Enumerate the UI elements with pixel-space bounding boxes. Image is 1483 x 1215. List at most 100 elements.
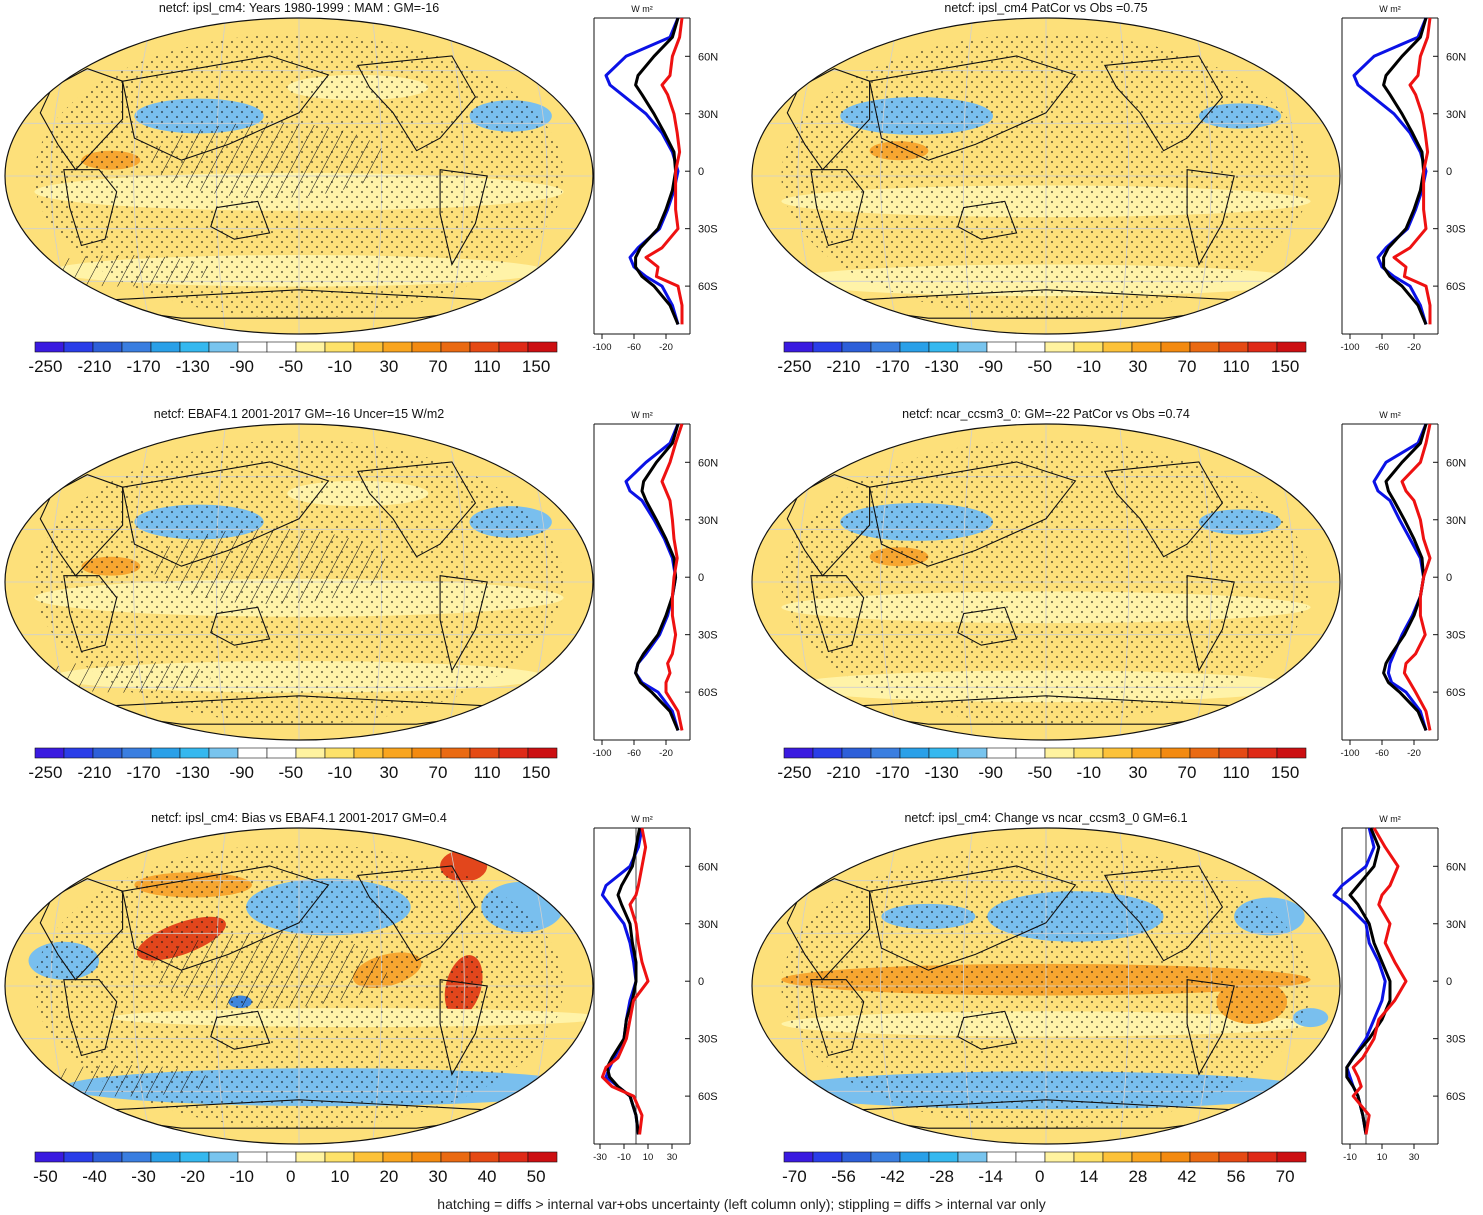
colorbar-swatch	[498, 341, 529, 353]
colorbar-swatch	[841, 747, 872, 759]
colorbar-label: -250	[777, 763, 811, 782]
colorbar-label: 70	[429, 763, 448, 782]
colorbar-swatch	[527, 747, 558, 759]
coastline	[1186, 979, 1235, 1076]
colorbar-label: 110	[1222, 357, 1249, 376]
colorbar-label: -250	[28, 357, 62, 376]
colorbar-label: -10	[328, 763, 353, 782]
map-border	[4, 423, 594, 741]
coastline	[121, 461, 330, 567]
panel-p4: netcf: ncar_ccsm3_0: GM=-22 PatCor vs Ob…	[751, 407, 1466, 782]
colorbar-swatch	[34, 747, 65, 759]
zonal-lat-label: 60N	[1446, 861, 1466, 873]
zonal-lat-label: 0	[1446, 976, 1452, 988]
colorbar-label: -56	[831, 1167, 856, 1186]
zonal-x-tick-label: 30	[667, 1152, 678, 1163]
zonal-lat-label: 60S	[1446, 687, 1466, 699]
zonal-x-tick-label: -60	[627, 342, 641, 353]
coastline	[210, 200, 271, 240]
colorbar-swatch	[527, 341, 558, 353]
colorbar-swatch	[324, 1151, 355, 1163]
colorbar-label: 110	[473, 763, 500, 782]
map-border	[751, 17, 1341, 335]
colorbar-label: -250	[28, 763, 62, 782]
zonal-lat-label: 60N	[698, 51, 718, 63]
colorbar-label: 110	[1222, 763, 1249, 782]
zonal-mean-plot: W m² -10 10 30 60N 30N 0 30S 60S	[1332, 814, 1466, 1163]
colorbar-swatch	[1189, 747, 1220, 759]
colorbar-label: -90	[229, 763, 254, 782]
colorbar-label: 30	[1128, 357, 1147, 376]
colorbar-label: 14	[1079, 1167, 1098, 1186]
colorbar-swatch	[1218, 747, 1249, 759]
zonal-line-diff	[660, 423, 684, 731]
colorbar-label: -50	[1027, 357, 1052, 376]
zonal-line-model	[1352, 17, 1428, 325]
colorbar-swatch	[1247, 1151, 1278, 1163]
coastline	[356, 55, 477, 152]
colorbar-swatch	[63, 1151, 94, 1163]
coastline	[1103, 461, 1224, 558]
colorbar-swatch	[498, 1151, 529, 1163]
colorbar-swatch	[411, 341, 442, 353]
colorbar-label: -30	[131, 1167, 156, 1186]
map-field	[5, 828, 593, 1144]
colorbar-swatch	[208, 747, 239, 759]
panel-title: netcf: EBAF4.1 2001-2017 GM=-16 Uncer=15…	[154, 407, 444, 421]
colorbar-swatch	[121, 1151, 152, 1163]
zonal-lat-label: 30N	[1446, 109, 1466, 121]
zonal-x-tick-label: -100	[592, 342, 611, 353]
colorbar-swatch	[150, 341, 181, 353]
colorbar-label: 10	[330, 1167, 349, 1186]
colorbar-swatch	[208, 341, 239, 353]
colorbar-label: -50	[278, 357, 303, 376]
coastline	[210, 1010, 271, 1050]
zonal-line-obs	[605, 827, 642, 1135]
map-field	[752, 18, 1340, 334]
hatching-overlay	[34, 254, 211, 287]
zonal-x-tick-label: -10	[617, 1152, 631, 1163]
colorbar-swatch	[382, 1151, 413, 1163]
coastline	[1103, 865, 1224, 962]
colorbar-swatch	[92, 341, 123, 353]
colorbar-swatch	[1218, 1151, 1249, 1163]
colorbar-swatch	[1160, 1151, 1191, 1163]
colorbar-swatch	[469, 1151, 500, 1163]
zonal-line-model	[604, 17, 680, 325]
colorbar-label: -10	[229, 1167, 254, 1186]
colorbar-label: -210	[826, 763, 860, 782]
colorbar-swatch	[295, 1151, 326, 1163]
colorbar-swatch	[899, 341, 930, 353]
colorbar-swatch	[1102, 341, 1133, 353]
coastline	[1186, 169, 1235, 266]
colorbar-swatch	[208, 1151, 239, 1163]
colorbar-swatch	[382, 341, 413, 353]
zonal-line-diff	[1400, 423, 1432, 731]
colorbar-label: -170	[876, 357, 910, 376]
coastline	[810, 979, 865, 1057]
colorbar-label: 56	[1227, 1167, 1246, 1186]
zonal-lat-label: 30S	[1446, 1034, 1466, 1046]
colorbar-swatch	[1131, 1151, 1162, 1163]
colorbar-swatch	[1044, 747, 1075, 759]
zonal-x-tick-label: 10	[643, 1152, 654, 1163]
colorbar-swatch	[1073, 341, 1104, 353]
colorbar-swatch	[928, 341, 959, 353]
zonal-x-tick-label: -100	[1340, 342, 1359, 353]
colorbar-swatch	[1218, 341, 1249, 353]
colorbar-label: 70	[1178, 357, 1197, 376]
zonal-line-diff	[1392, 17, 1432, 325]
colorbar-swatch	[295, 341, 326, 353]
colorbar-swatch	[295, 747, 326, 759]
colorbar-label: 30	[379, 357, 398, 376]
colorbar-swatch	[1160, 341, 1191, 353]
colorbar-swatch	[1247, 341, 1278, 353]
colorbar-label: -28	[929, 1167, 954, 1186]
coastline	[356, 461, 477, 558]
zonal-line-obs	[1345, 827, 1392, 1135]
zonal-x-tick-label: -20	[1407, 342, 1421, 353]
zonal-x-tick-label: -10	[1343, 1152, 1357, 1163]
hatching-overlay	[152, 528, 388, 605]
zonal-unit-label: W m²	[631, 814, 653, 824]
colorbar-swatch	[783, 1151, 814, 1163]
